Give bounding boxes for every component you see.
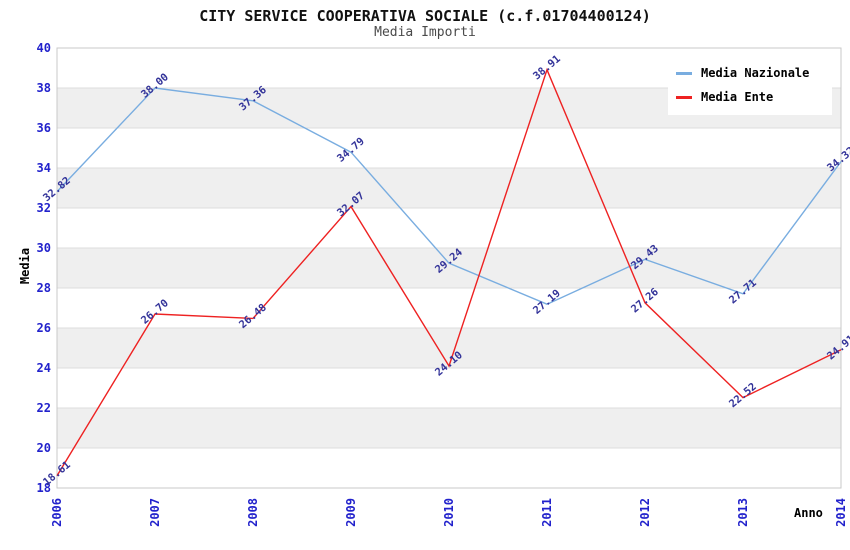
data-point-label: 34.32 [825,145,850,175]
y-tick-label: 22 [37,401,51,415]
y-tick-label: 18 [37,481,51,495]
legend-label-nazionale: Media Nazionale [701,66,810,80]
data-point-label: 22.52 [727,381,759,411]
y-tick-label: 28 [37,281,51,295]
series-line [56,67,842,477]
data-point-label: 26.70 [139,297,171,327]
y-tick-label: 32 [37,201,51,215]
x-tick-label: 2006 [50,498,64,527]
data-point-label: 27.19 [531,287,563,317]
chart-title: CITY SERVICE COOPERATIVA SOCIALE (c.f.01… [199,7,651,25]
y-tick-label: 36 [37,121,51,135]
x-tick-label: 2011 [540,498,554,527]
x-tick-label: 2009 [344,498,358,527]
x-tick-label: 2012 [638,498,652,527]
legend-swatch-nazionale-icon [676,71,692,75]
legend-item-media-ente: Media Ente [676,90,824,104]
x-tick-label: 2010 [442,498,456,527]
y-tick-label: 20 [37,441,51,455]
data-point-label: 38.91 [531,53,563,83]
x-tick-label: 2014 [834,498,848,527]
legend: Media Nazionale Media Ente [668,56,832,115]
x-tick-label: 2007 [148,498,162,527]
legend-label-ente: Media Ente [701,90,774,104]
y-tick-label: 38 [37,81,51,95]
legend-item-media-nazionale: Media Nazionale [676,66,824,80]
series-line [56,87,842,305]
chart-subtitle: Media Importi [374,25,476,40]
y-tick-label: 30 [37,241,51,255]
y-axis-title: Media [18,247,33,285]
data-point-label: 27.26 [629,286,661,316]
shade-band [57,248,841,288]
x-tick-label: 2013 [736,498,750,527]
data-point-label: 34.79 [335,135,367,165]
shade-band [57,408,841,448]
y-tick-label: 26 [37,321,51,335]
shade-band [57,328,841,368]
plot-border [56,47,842,489]
x-tick-label: 2008 [246,498,260,527]
y-tick-label: 34 [37,161,51,175]
y-tick-label: 40 [37,41,51,55]
y-tick-label: 24 [37,361,51,375]
data-point-label: 26.48 [237,302,269,332]
legend-swatch-ente-icon [676,95,692,99]
x-axis-title: Anno [794,506,823,520]
shade-band [57,168,841,208]
